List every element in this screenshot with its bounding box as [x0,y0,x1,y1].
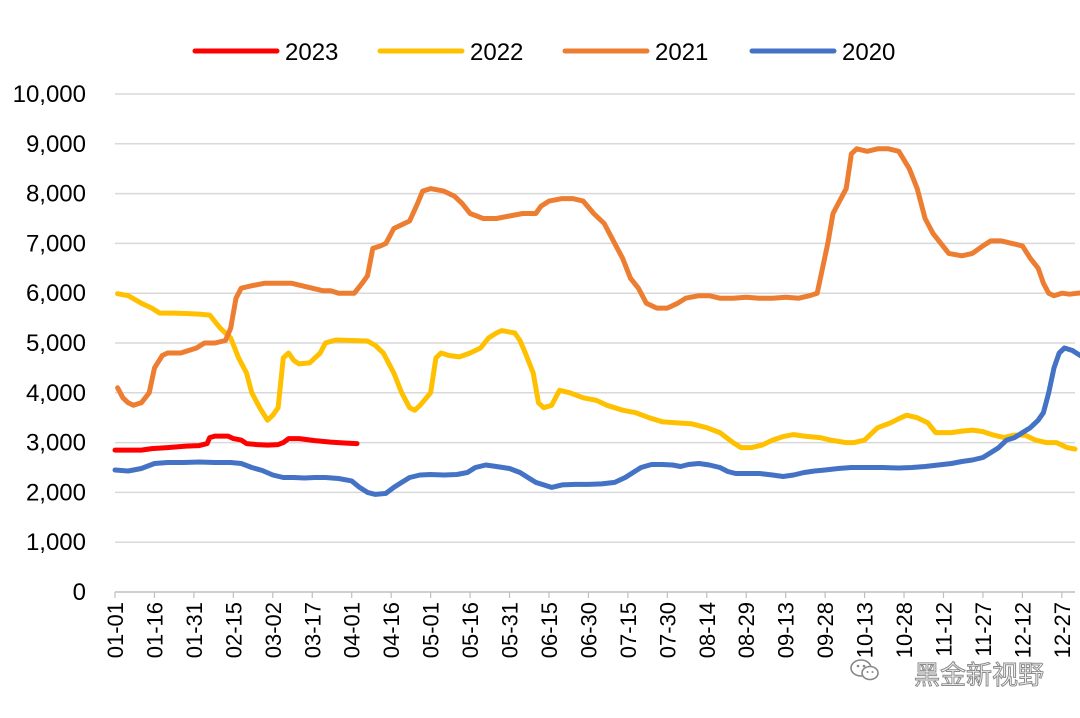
x-tick-label: 03-02 [261,602,286,658]
legend-label-2020: 2020 [842,39,895,66]
x-tick-label: 04-16 [379,602,404,658]
x-tick-label: 02-15 [221,602,246,658]
x-tick-label: 04-01 [340,602,365,658]
series-line-2023 [112,433,360,453]
x-tick-label: 06-30 [576,602,601,658]
y-tick-label: 1,000 [26,529,86,556]
y-tick-label: 2,000 [26,479,86,506]
x-tick-label: 01-16 [142,602,167,658]
y-tick-label: 10,000 [13,81,86,108]
legend: 2023 2022 2021 2020 [192,39,895,66]
x-tick-label: 05-01 [419,602,444,658]
y-tick-label: 7,000 [26,230,86,257]
x-tick-label: 09-28 [813,602,838,658]
x-tick-label: 10-28 [892,602,917,658]
x-tick-label: 06-15 [537,602,562,658]
x-tick-label: 05-31 [498,602,523,658]
series-line-2022 [115,291,1078,452]
x-tick-label: 11-12 [931,602,956,657]
x-tick-label: 12-27 [1050,602,1075,658]
x-tick-label: 08-29 [734,602,759,658]
wechat-icon [850,659,879,681]
x-tick-label: 01-01 [103,602,128,658]
x-tick-label: 12-12 [1010,602,1035,658]
x-tick-label: 10-13 [853,602,878,658]
x-tick-label: 08-14 [695,602,720,658]
x-tick-label: 07-30 [655,602,680,658]
legend-label-2023: 2023 [285,39,338,66]
x-tick-label: 01-31 [182,602,207,658]
y-tick-label: 4,000 [26,380,86,407]
y-tick-label: 8,000 [26,181,86,208]
legend-label-2021: 2021 [655,39,708,66]
x-tick-label: 03-17 [300,602,325,658]
y-tick-label: 6,000 [26,280,86,307]
series-line-2020 [112,345,1080,497]
y-tick-label: 9,000 [26,131,86,158]
series-line-2021 [115,146,1080,408]
x-tick-label: 11-27 [971,602,996,657]
axes: 0 1,000 2,000 3,000 4,000 5,000 6,000 7,000 8,00… [13,81,1075,658]
watermark-text: 黑金新视野 [913,660,1044,691]
y-tick-label: 0 [73,579,86,606]
x-tick-label: 07-15 [616,602,641,658]
y-tick-label: 5,000 [26,330,86,357]
y-tick-label: 3,000 [26,430,86,457]
grid-lines [115,93,1075,543]
series-lines [112,146,1080,497]
x-tick-label: 09-13 [774,602,799,658]
x-tick-label: 05-16 [458,602,483,658]
legend-label-2022: 2022 [470,39,523,66]
